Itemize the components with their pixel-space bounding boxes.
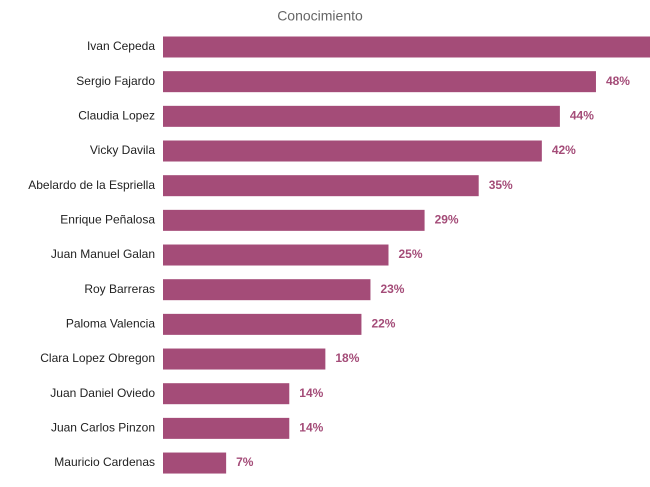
bar [163,383,290,405]
value-label: 14% [299,421,323,435]
category-label: Clara Lopez Obregon [40,351,155,365]
bar [163,417,290,439]
category-label: Paloma Valencia [66,317,155,331]
category-label: Roy Barreras [84,282,155,296]
value-label: 44% [570,109,594,123]
category-label: Vicky Davila [90,143,155,157]
chart-title: Conocimiento [277,8,363,24]
category-label: Abelardo de la Espriella [28,178,155,192]
value-label: 42% [552,143,576,157]
category-label: Sergio Fajardo [76,74,155,88]
bar [163,452,227,474]
bar [163,279,371,301]
value-label: 29% [435,213,459,227]
bar [163,348,326,370]
value-label: 22% [371,317,395,331]
category-label: Juan Daniel Oviedo [50,386,155,400]
bar [163,175,479,197]
category-label: Juan Carlos Pinzon [51,421,155,435]
category-label: Ivan Cepeda [87,39,155,53]
category-label: Juan Manuel Galan [51,247,155,261]
value-label: 35% [489,178,513,192]
value-label: 7% [236,455,254,469]
value-label: 48% [606,74,630,88]
bar [163,71,596,93]
value-label: 14% [299,386,323,400]
bar [163,105,560,127]
bar [163,36,650,58]
category-label: Claudia Lopez [78,109,155,123]
bar [163,209,425,231]
bar [163,244,389,266]
bar [163,140,542,162]
category-label: Enrique Peñalosa [60,213,155,227]
value-label: 23% [380,282,404,296]
category-label: Mauricio Cardenas [54,455,155,469]
bar [163,313,362,335]
value-label: 18% [335,351,359,365]
value-label: 25% [399,247,423,261]
